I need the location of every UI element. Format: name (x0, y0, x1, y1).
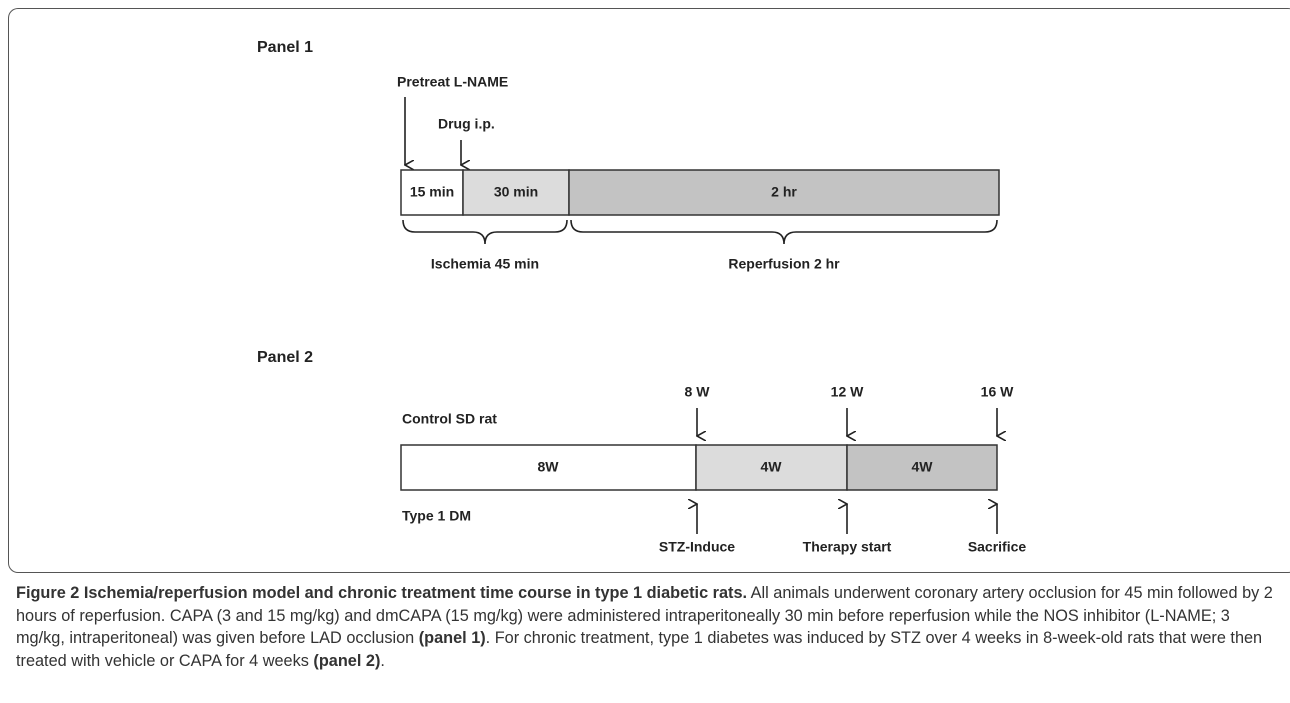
caption-text: All animals underwent coronary artery oc… (16, 584, 1273, 647)
caption-title: Figure 2 Ischemia/reperfusion model and … (16, 584, 748, 602)
label: Drug i.p. (438, 116, 495, 132)
segment-label: 15 min (410, 184, 454, 200)
event-label: Therapy start (803, 539, 892, 555)
segment-label: 4W (761, 459, 783, 475)
brace-label: Ischemia 45 min (431, 256, 539, 272)
brace (570, 219, 998, 245)
segment-label: 30 min (494, 184, 538, 200)
caption-text: (panel 1) (418, 629, 486, 647)
event-label: Sacrifice (968, 539, 1027, 555)
week-label: 12 W (831, 384, 864, 400)
caption-text: (panel 2) (313, 651, 381, 670)
segment-label: 4W (912, 459, 934, 475)
label: Type 1 DM (402, 508, 471, 524)
caption-text: . (380, 651, 385, 670)
panel-label: Panel 2 (257, 349, 313, 366)
brace-label: Reperfusion 2 hr (728, 256, 840, 272)
diagram: Panel 1 Pretreat L-NAME Drug i.p. 15 min… (257, 39, 1027, 555)
segment-label: 8W (538, 459, 560, 475)
segment (568, 169, 1000, 216)
week-label: 16 W (981, 384, 1014, 400)
segment (400, 169, 464, 216)
event-label: STZ-Induce (659, 539, 735, 555)
caption: Figure 2 Ischemia/reperfusion model and … (16, 582, 1278, 672)
brace (402, 219, 568, 245)
week-label: 8 W (685, 384, 711, 400)
caption-text: . For chronic treatment, type 1 diabetes… (16, 629, 1263, 670)
segment-label: 2 hr (771, 184, 797, 200)
label: Control SD rat (402, 411, 497, 427)
segment (400, 444, 697, 491)
label: Pretreat L-NAME (397, 74, 508, 90)
segment (695, 444, 848, 491)
figure-frame (8, 8, 1290, 573)
segment (462, 169, 570, 216)
segment (846, 444, 998, 491)
panel-label: Panel 1 (257, 39, 313, 56)
